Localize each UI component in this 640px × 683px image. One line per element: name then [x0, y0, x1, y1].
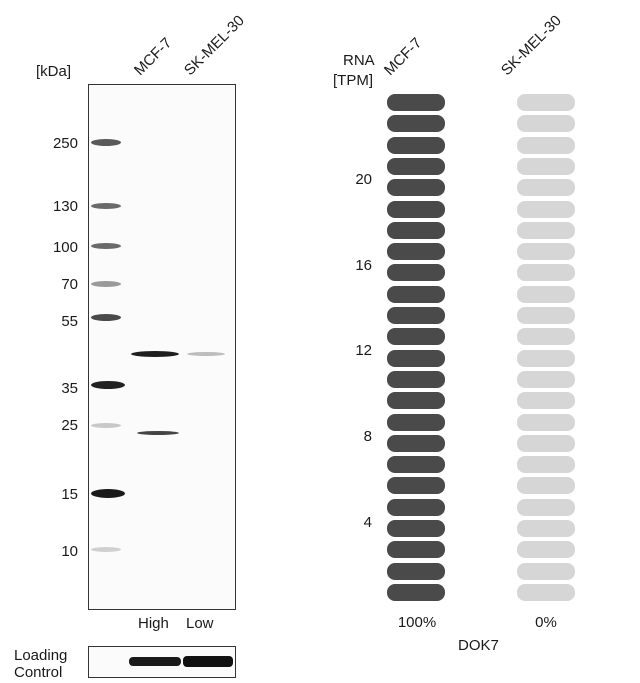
- rna-tick-12: 12: [355, 342, 372, 359]
- rna-level-pill: [517, 179, 575, 197]
- band-mcf7-secondary: [137, 431, 179, 435]
- loading-control-label: Loading Control: [14, 647, 68, 681]
- rna-level-pill: [387, 392, 445, 410]
- loading-control-panel: [88, 646, 236, 678]
- rna-level-pill: [517, 328, 575, 346]
- kda-unit-label: [kDa]: [36, 63, 72, 80]
- rna-level-pill: [517, 94, 575, 111]
- rna-level-pill: [517, 562, 575, 580]
- rna-level-pill: [517, 285, 575, 303]
- rna-tick-4: 4: [363, 514, 372, 531]
- rna-level-pill: [517, 477, 575, 495]
- rna-level-pill: [387, 349, 445, 367]
- mw-label-15: 15: [61, 486, 78, 503]
- rna-level-pill: [387, 370, 445, 388]
- rna-level-pill: [387, 477, 445, 495]
- mw-label-70: 70: [61, 276, 78, 293]
- rna-level-pill: [387, 498, 445, 516]
- rna-level-pill: [387, 243, 445, 261]
- rna-level-pill: [517, 115, 575, 133]
- ladder-band: [91, 314, 121, 321]
- rna-level-pill: [517, 264, 575, 282]
- ladder-band: [91, 203, 121, 209]
- rna-sample-label-mcf7: MCF-7: [380, 34, 426, 79]
- blot-panel: [88, 84, 236, 610]
- rna-level-pill: [387, 541, 445, 559]
- rna-level-pill: [517, 157, 575, 175]
- rna-level-pill: [387, 157, 445, 175]
- rna-level-pill: [387, 307, 445, 324]
- mw-label-250: 250: [52, 135, 78, 152]
- ladder-band: [91, 423, 121, 428]
- rna-level-pill: [517, 136, 575, 154]
- expression-high: High: [138, 615, 169, 632]
- rna-tick-8: 8: [363, 428, 372, 445]
- mw-label-100: 100: [52, 239, 78, 256]
- rna-level-pill: [517, 541, 575, 559]
- mw-label-35: 35: [61, 380, 78, 397]
- rna-level-pill: [387, 200, 445, 218]
- rna-level-pill: [517, 349, 575, 367]
- rna-level-pill: [387, 221, 445, 239]
- lane-label-skmel30: SK-MEL-30: [180, 12, 248, 80]
- ladder-band: [91, 381, 125, 389]
- band-skmel30-main: [187, 352, 225, 356]
- rna-axis-title: RNA: [343, 52, 375, 69]
- rna-level-pill: [517, 221, 575, 239]
- ladder-band: [91, 489, 125, 498]
- rna-level-pill: [517, 243, 575, 261]
- band-mcf7-main: [131, 351, 179, 357]
- rna-level-pill: [517, 434, 575, 452]
- gene-name: DOK7: [458, 637, 499, 654]
- rna-level-pill: [387, 583, 445, 601]
- rna-sample-label-skmel30: SK-MEL-30: [497, 12, 565, 80]
- mw-label-10: 10: [61, 543, 78, 560]
- rna-level-pill: [517, 413, 575, 431]
- expression-low: Low: [186, 615, 214, 632]
- rna-level-pill: [387, 413, 445, 431]
- rna-level-pill: [517, 392, 575, 410]
- mw-label-55: 55: [61, 313, 78, 330]
- rna-level-pill: [517, 520, 575, 537]
- ladder-band: [91, 547, 121, 552]
- rna-level-pill: [517, 200, 575, 218]
- loading-band-mcf7: [129, 657, 181, 666]
- rna-level-pill: [517, 456, 575, 474]
- rna-percent-mcf7: 100%: [397, 614, 437, 631]
- ladder-band: [91, 139, 121, 146]
- rna-level-pill: [387, 264, 445, 282]
- rna-level-pill: [517, 370, 575, 388]
- rna-level-pill: [387, 456, 445, 474]
- rna-level-pill: [387, 520, 445, 537]
- rna-level-pill: [387, 94, 445, 111]
- rna-tick-16: 16: [355, 257, 372, 274]
- rna-level-pill: [517, 307, 575, 324]
- mw-label-25: 25: [61, 417, 78, 434]
- ladder-band: [91, 281, 121, 287]
- lane-label-mcf7: MCF-7: [130, 34, 176, 79]
- rna-level-pill: [387, 562, 445, 580]
- ladder-band: [91, 243, 121, 249]
- rna-level-pill: [387, 115, 445, 133]
- rna-level-pill: [387, 434, 445, 452]
- rna-level-pill: [387, 136, 445, 154]
- rna-axis-unit: [TPM]: [333, 72, 373, 89]
- rna-level-pill: [387, 328, 445, 346]
- rna-level-pill: [387, 179, 445, 197]
- rna-tick-20: 20: [355, 171, 372, 188]
- rna-level-pill: [517, 498, 575, 516]
- rna-level-pill: [517, 583, 575, 601]
- rna-percent-skmel30: 0%: [535, 614, 557, 631]
- loading-band-skmel30: [183, 656, 233, 667]
- rna-level-pill: [387, 285, 445, 303]
- mw-label-130: 130: [52, 198, 78, 215]
